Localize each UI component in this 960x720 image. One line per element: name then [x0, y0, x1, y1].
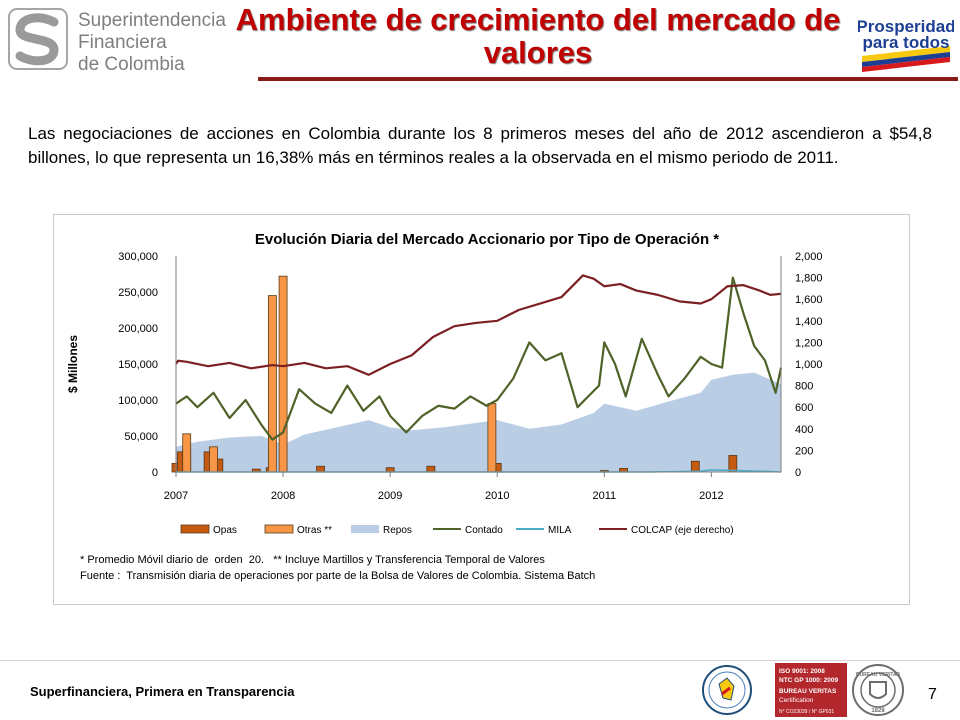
legend-swatch — [264, 524, 294, 534]
cert-line-1: ISO 9001: 2008 — [779, 668, 825, 675]
page-number: 7 — [928, 686, 937, 703]
line-contado — [175, 276, 783, 441]
y-right-tick-label: 1,000 — [795, 359, 823, 371]
footer-slogan: Superfinanciera, Primera en Transparenci… — [30, 684, 295, 699]
iso-certification-badge: ISO 9001: 2008 NTC GP 1000: 2009 BUREAU … — [775, 663, 847, 717]
bar-otras- — [182, 433, 192, 473]
chart-legend: Opas Otras ** Repos Contado MILA COLCAP (eje … — [180, 524, 734, 536]
chart-source-note: Fuente : Transmisión diaria de operacion… — [80, 570, 596, 582]
line-colcap-eje-derecho — [175, 274, 782, 376]
chart-note-1b: ** Incluye Martillos y Transferencia Tem… — [273, 554, 545, 566]
legend-label: MILA — [548, 525, 572, 536]
y-right-tick-label: 600 — [795, 402, 813, 414]
footer-divider — [0, 660, 960, 661]
axis-lines — [175, 256, 782, 473]
legend-label: COLCAP (eje derecho) — [631, 525, 734, 536]
y-right-tick-label: 1,600 — [795, 294, 823, 306]
y-left-tick-labels: 300,000 250,000 200,000 150,000 100,000 50,00… — [118, 251, 158, 479]
bar-opas — [316, 465, 325, 473]
page-title: Ambiente de crecimiento del mercado de v… — [228, 3, 848, 69]
x-tick-label: 2011 — [592, 490, 616, 502]
quality-seal-icon — [702, 665, 752, 715]
prosperidad-logo-line-2: para todos — [863, 33, 950, 52]
y-left-tick-label: 50,000 — [124, 431, 158, 443]
chart-note-1a: * Promedio Móvil diario de orden 20. — [80, 554, 265, 566]
org-name-line-3: de Colombia — [78, 54, 185, 75]
y-left-tick-label: 150,000 — [118, 359, 158, 371]
page-title-line-2: valores — [483, 35, 593, 70]
y-right-tick-label: 1,200 — [795, 337, 823, 349]
org-name-line-2: Financiera — [78, 32, 167, 53]
y-left-tick-label: 100,000 — [118, 395, 158, 407]
market-evolution-chart: Evolución Diaria del Mercado Accionario … — [66, 231, 823, 536]
y-right-tick-labels: 2,000 1,800 1,600 1,400 1,200 1,000 800 600 400 2… — [795, 251, 823, 479]
y-right-tick-label: 1,800 — [795, 273, 823, 285]
bar-otras- — [487, 403, 497, 473]
bv-seal-year: 1828 — [871, 708, 885, 714]
legend-swatch — [351, 525, 379, 533]
y-left-tick-label: 300,000 — [118, 251, 158, 263]
bar-otras- — [209, 446, 218, 473]
y-left-tick-label: 0 — [152, 467, 158, 479]
legend-label: Repos — [383, 525, 412, 536]
series-repos — [176, 372, 781, 472]
x-tick-label: 2012 — [699, 490, 723, 502]
y-right-tick-label: 2,000 — [795, 251, 823, 263]
legend-label: Opas — [213, 525, 237, 536]
x-tick-labels: 2007 2008 2009 2010 2011 2012 — [164, 472, 724, 502]
bar-opas — [690, 460, 700, 473]
header-divider — [258, 77, 958, 81]
x-tick-label: 2009 — [378, 490, 402, 502]
y-right-tick-label: 0 — [795, 467, 801, 479]
cert-line-5: N° CO23039 / N° GP031 — [779, 709, 834, 715]
chart-note-1: * Promedio Móvil diario de orden 20. ** … — [80, 554, 545, 566]
prosperidad-logo-line-1: Prosperidad — [858, 17, 954, 36]
y-right-tick-label: 200 — [795, 445, 813, 457]
chart-title: Evolución Diaria del Mercado Accionario … — [255, 231, 719, 248]
x-tick-label: 2007 — [164, 490, 188, 502]
bar-otras- — [267, 295, 277, 473]
y-left-tick-label: 250,000 — [118, 287, 158, 299]
cert-line-3: BUREAU VERITAS — [779, 688, 837, 695]
intro-paragraph: Las negociaciones de acciones en Colombi… — [28, 124, 932, 167]
prosperidad-para-todos-logo-icon: Prosperidad para todos — [858, 17, 954, 72]
bv-seal-name: BUREAU VERITAS — [856, 672, 901, 678]
bureau-veritas-seal-icon: BUREAU VERITAS 1828 — [852, 664, 904, 716]
bar-otras- — [278, 275, 288, 473]
y-right-tick-label: 800 — [795, 381, 813, 393]
y-right-tick-label: 1,400 — [795, 316, 823, 328]
legend-label: Contado — [465, 525, 503, 536]
series-bars — [171, 275, 738, 473]
legend-label: Otras ** — [297, 525, 332, 536]
cert-line-2: NTC GP 1000: 2009 — [779, 677, 839, 684]
page-title-line-1: Ambiente de crecimiento del mercado de — [235, 2, 841, 37]
bar-opas — [426, 465, 436, 473]
org-name-line-1: Superintendencia — [78, 10, 226, 31]
y-left-tick-label: 200,000 — [118, 323, 158, 335]
x-tick-label: 2010 — [485, 490, 509, 502]
cert-line-4: Certification — [779, 697, 814, 704]
x-tick-label: 2008 — [271, 490, 295, 502]
y-axis-label: $ Millones — [66, 335, 80, 393]
organization-name: Superintendencia Financiera de Colombia — [78, 10, 248, 76]
bar-opas — [728, 455, 738, 473]
legend-swatch — [180, 524, 210, 534]
superintendencia-logo-icon — [8, 8, 68, 70]
repos-area — [176, 372, 781, 472]
y-right-tick-label: 400 — [795, 424, 813, 436]
